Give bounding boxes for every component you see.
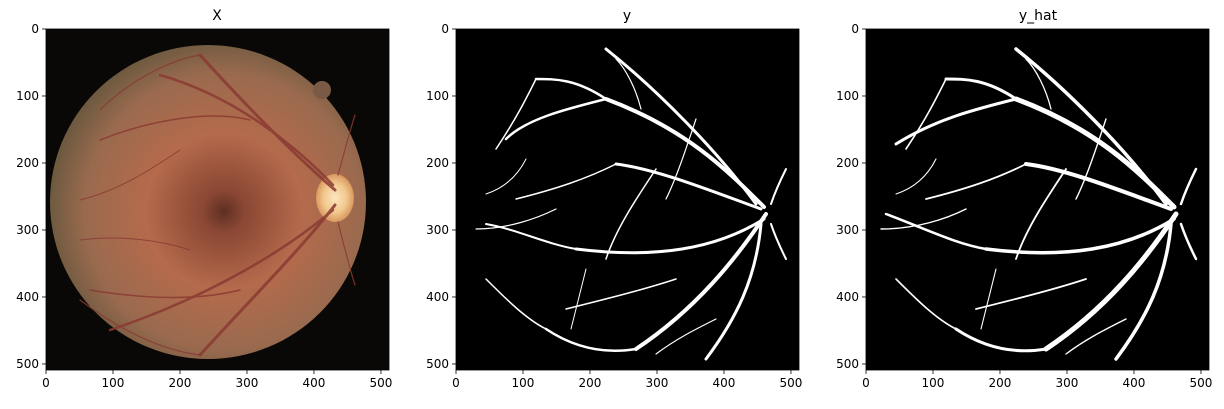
x-tick-label: 300 <box>1056 376 1079 390</box>
y-tick-label: 500 <box>426 357 449 371</box>
panel-y-image-bg <box>456 29 799 370</box>
fundus-vessels <box>79 53 356 357</box>
x-tick-label: 100 <box>512 376 535 390</box>
x-tick-label: 300 <box>236 376 259 390</box>
fundus-image <box>50 45 366 359</box>
y-tick-label: 100 <box>16 89 39 103</box>
y-tick-label: 0 <box>851 22 859 36</box>
fundus-notch <box>313 81 331 99</box>
ground-truth-vessels <box>475 47 787 361</box>
x-tick-label: 0 <box>862 376 870 390</box>
x-tick-label: 200 <box>989 376 1012 390</box>
y-tick-label: 500 <box>836 357 859 371</box>
x-tick-label: 100 <box>922 376 945 390</box>
y-tick-label: 200 <box>836 156 859 170</box>
x-tick-label: 0 <box>452 376 460 390</box>
y-tick-label: 0 <box>441 22 449 36</box>
y-tick-label: 300 <box>426 223 449 237</box>
y-tick-label: 400 <box>836 290 859 304</box>
y-tick-label: 0 <box>31 22 39 36</box>
fundus-disc <box>50 45 366 359</box>
panel-y-hat-frame <box>865 28 1210 371</box>
y-tick-label: 300 <box>16 223 39 237</box>
panel-y-hat: y_hat 0 100 200 30 <box>836 8 1212 390</box>
x-tick-label: 400 <box>303 376 326 390</box>
x-tick-label: 200 <box>169 376 192 390</box>
panel-y-hat-title: y_hat <box>1019 8 1058 24</box>
x-tick-label: 100 <box>102 376 125 390</box>
x-tick-label: 200 <box>579 376 602 390</box>
y-tick-label: 100 <box>426 89 449 103</box>
x-tick-label: 500 <box>780 376 803 390</box>
y-tick-label: 500 <box>16 357 39 371</box>
y-tick-label: 100 <box>836 89 859 103</box>
panel-x-frame <box>45 28 390 371</box>
y-tick-label: 400 <box>426 290 449 304</box>
x-tick-label: 500 <box>370 376 393 390</box>
x-tick-label: 500 <box>1190 376 1213 390</box>
optic-disc <box>316 174 354 222</box>
predicted-vessels <box>880 47 1198 361</box>
panel-y-hat-image-bg <box>866 29 1209 370</box>
x-tick-label: 400 <box>713 376 736 390</box>
x-tick-label: 0 <box>42 376 50 390</box>
panel-y: y 0 100 200 300 400 <box>426 8 802 390</box>
y-tick-label: 300 <box>836 223 859 237</box>
panel-y-frame <box>455 28 800 371</box>
x-tick-label: 300 <box>646 376 669 390</box>
y-tick-label: 400 <box>16 290 39 304</box>
y-tick-label: 200 <box>16 156 39 170</box>
panel-y-title: y <box>623 8 631 24</box>
y-tick-label: 200 <box>426 156 449 170</box>
panel-x-title: X <box>212 8 222 24</box>
x-tick-label: 400 <box>1123 376 1146 390</box>
